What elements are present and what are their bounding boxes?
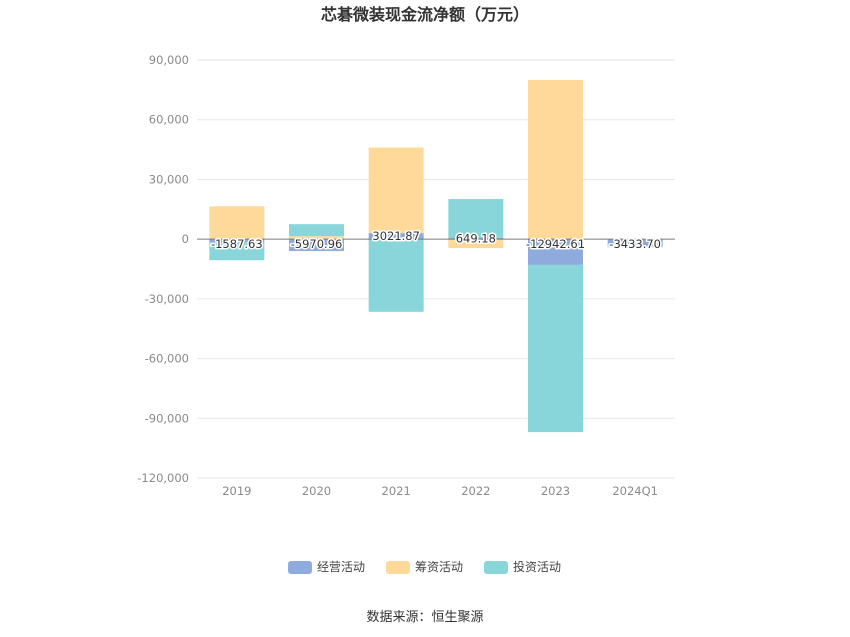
data-label: -12942.61 <box>526 237 585 251</box>
x-tick-label: 2019 <box>222 484 251 498</box>
axis-layer: 90,000 60,000 30,000 0 -30,000 -60,000 -90,000… <box>137 53 675 498</box>
legend: 经营活动 筹资活动 投资活动 <box>288 559 561 574</box>
y-tick-label: 30,000 <box>149 172 189 186</box>
legend-swatch <box>288 561 312 574</box>
legend-swatch <box>386 561 410 574</box>
data-label: -1587.63 <box>211 237 263 251</box>
x-tick-label: 2021 <box>382 484 411 498</box>
bar-投资活动-2024Q1 <box>607 246 663 248</box>
bar-筹资活动-2022 <box>448 239 504 249</box>
data-labels-layer: -1587.63 -5970.96 3021.87 649.18 -12942.61 -3… <box>209 228 662 253</box>
legend-item-投资活动: 投资活动 <box>484 559 561 574</box>
bar-经营活动-2021 <box>368 233 424 240</box>
bar-经营活动-2023 <box>528 239 583 265</box>
x-tick-label: 2022 <box>461 484 490 498</box>
bar-筹资活动-2019 <box>209 206 265 240</box>
data-label: -3433.70 <box>609 237 661 251</box>
bar-经营活动-2024Q1 <box>607 239 663 246</box>
legend-label: 投资活动 <box>513 559 561 574</box>
bar-经营活动-2020 <box>289 239 344 252</box>
data-label: 649.18 <box>456 231 496 245</box>
bar-投资活动-2023 <box>528 264 583 433</box>
bars-layer <box>209 79 663 433</box>
grid-layer <box>197 59 675 479</box>
legend-label: 经营活动 <box>317 560 365 574</box>
bar-经营活动-2022 <box>448 237 504 240</box>
x-tick-label: 2024Q1 <box>612 484 658 498</box>
x-tick-label: 2023 <box>541 484 570 498</box>
bar-投资活动-2019 <box>209 242 265 261</box>
y-tick-label: 0 <box>182 232 189 246</box>
bar-投资活动-2022 <box>448 199 504 238</box>
y-tick-label: -90,000 <box>145 411 189 425</box>
y-tick-label: -120,000 <box>137 471 189 485</box>
bar-投资活动-2021 <box>368 239 424 312</box>
bar-经营活动-2019 <box>209 239 265 243</box>
bar-筹资活动-2021 <box>368 147 424 234</box>
y-tick-label: 60,000 <box>149 113 189 127</box>
chart-title: 芯碁微装现金流净额（万元） <box>321 5 529 24</box>
bar-投资活动-2020 <box>289 224 344 237</box>
legend-item-经营活动: 经营活动 <box>288 560 365 574</box>
data-label: -5970.96 <box>291 237 343 251</box>
legend-swatch <box>484 561 508 574</box>
y-tick-label: -60,000 <box>145 352 189 366</box>
y-tick-label: -30,000 <box>145 292 189 306</box>
x-tick-label: 2020 <box>302 484 331 498</box>
data-source-note: 数据来源：恒生聚源 <box>366 610 483 625</box>
bar-筹资活动-2020 <box>289 236 344 240</box>
legend-item-筹资活动: 筹资活动 <box>386 560 463 574</box>
y-tick-label: 90,000 <box>149 53 189 67</box>
legend-label: 筹资活动 <box>415 560 463 574</box>
data-label: 3021.87 <box>372 229 420 243</box>
bar-筹资活动-2023 <box>528 79 583 240</box>
